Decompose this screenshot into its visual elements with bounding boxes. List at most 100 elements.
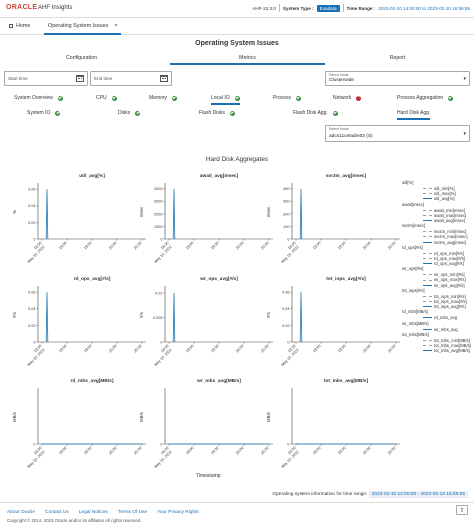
category-local-io[interactable]: Local IO xyxy=(211,95,240,105)
legend-item[interactable]: tot_iops_min[#/s] xyxy=(402,294,474,299)
legend-group-title: rd_ops[#/s] xyxy=(402,244,423,250)
footer-link-legal-notices[interactable]: Legal Notices xyxy=(78,510,108,515)
legend-item[interactable]: rd_mbs_avg xyxy=(402,315,474,320)
y-axis-label: #/s xyxy=(266,311,271,318)
copyright: Copyright © 2014, 2023 Oracle and/or its… xyxy=(7,518,142,523)
legend-item[interactable]: rd_ops_avg[#/s] xyxy=(402,261,474,266)
legend-item[interactable]: await_avg[msec] xyxy=(402,218,474,223)
category-label: Network xyxy=(333,95,352,101)
category-process[interactable]: Process xyxy=(273,95,302,101)
category-process-aggregation[interactable]: Process Aggregation xyxy=(397,95,454,101)
start-time-field[interactable]: Start time xyxy=(4,71,88,86)
category-system-io[interactable]: System IO xyxy=(27,110,61,116)
header-divider xyxy=(342,4,344,12)
legend-item-label: tot_mbs_avg[MB/s] xyxy=(434,348,470,354)
category-label: Process xyxy=(273,95,292,101)
tab-home[interactable]: Home xyxy=(9,23,30,35)
x-tick-label: 18:30 xyxy=(160,344,170,354)
legend-item[interactable]: wr_mbs_avg xyxy=(402,327,474,332)
footer-link-your-privacy-rights[interactable]: Your Privacy Rights xyxy=(157,510,199,515)
y-tick-label: 0.04 xyxy=(28,307,35,311)
legend-swatch xyxy=(423,252,432,254)
category-network[interactable]: Network xyxy=(333,94,362,101)
chevron-down-icon: ▾ xyxy=(463,131,466,137)
chart-title: tot_mbs_avg[MB/s] xyxy=(324,378,369,384)
check-circle-icon xyxy=(135,110,141,116)
footer-link-about-oracle[interactable]: About Oracle xyxy=(7,510,35,515)
legend-item[interactable]: util_max[%] xyxy=(402,191,474,196)
category-label: Flash Disk Agg. xyxy=(293,110,328,116)
legend-item[interactable]: svctm_max[msec] xyxy=(402,234,474,239)
x-tick-label: 18:30 xyxy=(160,241,170,251)
y-axis-label: msec xyxy=(266,206,271,217)
x-date-label: May 10, 2022 xyxy=(154,450,173,469)
x-tick-label: 20:30 xyxy=(260,241,270,251)
legend-swatch xyxy=(423,301,432,303)
legend-swatch xyxy=(423,328,432,330)
legend-item[interactable]: tot_mbs_avg[MB/s] xyxy=(402,348,474,353)
y-tick-label: 0.04 xyxy=(282,307,289,311)
subtab-report[interactable]: Report xyxy=(389,55,406,61)
legend-item[interactable]: util_avg[%] xyxy=(402,196,474,201)
check-circle-icon xyxy=(57,95,63,101)
legend-item[interactable]: await_max[msec] xyxy=(402,213,474,218)
legend-item[interactable]: wr_ops_max[#/s] xyxy=(402,277,474,282)
legend-item[interactable]: await_min[msec] xyxy=(402,208,474,213)
category-cpu[interactable]: CPU xyxy=(96,95,117,101)
chart-legend: util[%] util_min[%] util_max[%] util_avg[%]… xyxy=(402,180,474,353)
legend-item[interactable]: tot_mbs_min[MB/s] xyxy=(402,338,474,343)
category-hard-disk-agg[interactable]: Hard Disk Agg. xyxy=(397,110,431,120)
category-memory[interactable]: Memory xyxy=(149,95,178,101)
legend-item[interactable]: rd_ops_min[#/s] xyxy=(402,251,474,256)
legend-item[interactable]: svctm_avg[msec] xyxy=(402,240,474,245)
calendar-icon[interactable] xyxy=(76,75,84,82)
legend-item[interactable]: tot_mbs_max[MB/s] xyxy=(402,343,474,348)
legend-item-label: await_min[msec] xyxy=(434,207,466,213)
section-title: Hard Disk Aggregates xyxy=(205,156,269,163)
footer-link-contact-us[interactable]: Contact Us xyxy=(45,510,69,515)
x-date-label: May 10, 2022 xyxy=(27,450,46,469)
legend-item[interactable]: rd_ops_max[#/s] xyxy=(402,256,474,261)
node-select-hard-disk[interactable]: Select Node adcs11celadm03 (S) ▾ xyxy=(325,125,470,142)
legend-item[interactable]: svctm_min[msec] xyxy=(402,229,474,234)
category-label: Flash Disks xyxy=(199,110,225,116)
chart-title: rd_ops_avg[#/s] xyxy=(74,276,111,282)
subtab-metrics[interactable]: Metrics xyxy=(170,53,325,65)
legend-group-title: await[msec] xyxy=(402,201,425,207)
legend-item[interactable]: tot_iops_avg[#/s] xyxy=(402,304,474,309)
x-tick-label: 19:30 xyxy=(210,446,220,456)
category-system-overview[interactable]: System Overview xyxy=(14,95,63,101)
category-disks[interactable]: Disks xyxy=(118,110,141,116)
series-line-wr-ops-avg xyxy=(172,292,176,343)
tab-os-issues[interactable]: Operating System Issues × xyxy=(44,23,122,35)
scroll-to-top-button[interactable]: ⇧ xyxy=(456,505,468,515)
x-tick-label: 19:00 xyxy=(185,344,195,354)
legend-item[interactable]: wr_ops_avg[#/s] xyxy=(402,283,474,288)
legend-item[interactable]: util_min[%] xyxy=(402,186,474,191)
subtab-configuration[interactable]: Configuration xyxy=(66,55,97,61)
y-tick-label: 200 xyxy=(283,212,289,216)
y-tick-label: 0 xyxy=(287,340,289,344)
tab-bar: Home Operating System Issues × xyxy=(0,20,474,35)
y-tick-label: 100 xyxy=(283,225,289,229)
footer-link-terms-of-use[interactable]: Terms Of Use xyxy=(117,510,148,515)
close-icon[interactable]: × xyxy=(114,23,118,29)
oracle-logo: ORACLE xyxy=(6,4,38,11)
page-title: Operating System Issues xyxy=(195,40,279,47)
legend-item-label: svctm_avg[msec] xyxy=(434,239,467,245)
legend-item[interactable]: tot_iops_max[#/s] xyxy=(402,299,474,304)
node-select[interactable]: Select Node Clusterwide ▾ xyxy=(325,71,470,86)
legend-group-title: tot_mbs[MB/s] xyxy=(402,331,429,337)
legend-swatch xyxy=(423,306,432,308)
category-flash-disks[interactable]: Flash Disks xyxy=(199,110,235,116)
subtab-bar: Configuration Metrics Report xyxy=(4,53,470,65)
legend-item-label: util_avg[%] xyxy=(434,196,455,202)
calendar-icon[interactable] xyxy=(160,75,168,82)
legend-item-label: wr_ops_min[#/s] xyxy=(434,272,465,278)
legend-item-label: tot_mbs_max[MB/s] xyxy=(434,342,472,348)
x-tick-label: 19:00 xyxy=(185,241,195,251)
legend-item[interactable]: wr_ops_min[#/s] xyxy=(402,272,474,277)
end-time-field[interactable]: End time xyxy=(90,71,172,86)
category-flash-disk-agg[interactable]: Flash Disk Agg. xyxy=(293,110,338,116)
category-label: Memory xyxy=(149,95,168,101)
